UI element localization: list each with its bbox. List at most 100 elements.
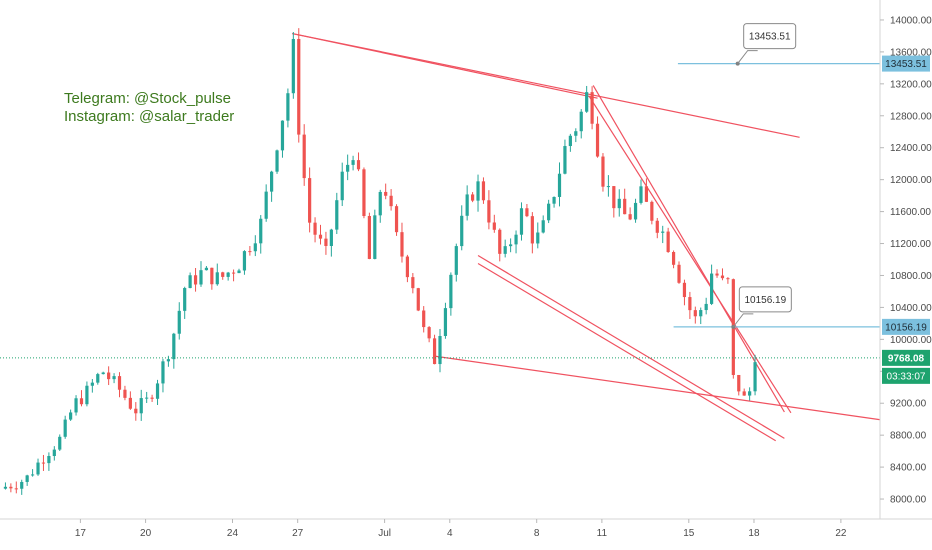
candle-body — [20, 481, 24, 489]
candle-body — [128, 397, 132, 409]
x-tick-label: 27 — [292, 528, 304, 539]
candle-body — [275, 150, 279, 172]
y-tick-label: 13200.00 — [890, 79, 932, 90]
candle-down — [210, 267, 214, 290]
candle-body — [481, 181, 486, 201]
candle-body — [79, 398, 84, 405]
candle-down — [384, 183, 388, 200]
candle-down — [324, 231, 328, 255]
candle-down — [525, 203, 529, 218]
candle-body — [183, 288, 187, 311]
candle-body — [438, 335, 442, 365]
candle-down — [644, 178, 649, 203]
candle-up — [346, 154, 350, 181]
candle-body — [335, 200, 339, 230]
candle-up — [536, 222, 540, 249]
candle-body — [14, 488, 18, 490]
candle-body — [25, 475, 29, 482]
x-tick-label: 18 — [748, 528, 760, 539]
candle-down — [394, 204, 399, 236]
candle-body — [715, 273, 719, 276]
candle-body — [172, 333, 176, 360]
candle-up — [96, 372, 100, 385]
candle-up — [264, 184, 268, 222]
candle-body — [737, 374, 741, 392]
candle-down — [682, 279, 687, 306]
candle-up — [509, 238, 513, 253]
x-tick-label: 4 — [447, 528, 453, 539]
candle-body — [498, 229, 502, 254]
candle-down — [405, 254, 410, 283]
candle-up — [443, 302, 448, 339]
candle-body — [90, 382, 94, 386]
x-tick-label: 17 — [75, 528, 87, 539]
candle-body — [324, 238, 328, 246]
candle-down — [737, 374, 741, 396]
candle-body — [356, 160, 361, 170]
candle-down — [150, 394, 154, 402]
candle-body — [30, 474, 35, 476]
candle-up — [3, 482, 8, 490]
candle-up — [574, 128, 578, 143]
candle-down — [79, 390, 84, 407]
candle-up — [204, 266, 209, 271]
candle-body — [585, 92, 589, 112]
candle-body — [682, 282, 687, 298]
level-price-tag-label: 10156.19 — [885, 322, 927, 333]
candle-body — [36, 462, 40, 475]
candle-down — [313, 217, 317, 243]
candle-body — [308, 178, 312, 223]
candle-body — [346, 164, 350, 172]
candle-body — [671, 252, 676, 265]
candle-body — [161, 361, 165, 384]
candle-down — [432, 334, 437, 365]
candle-down — [715, 269, 719, 278]
candle-body — [416, 288, 420, 311]
candle-body — [623, 198, 627, 215]
candle-body — [367, 216, 371, 259]
candle-down — [623, 188, 627, 215]
time-axis-ticks: 17 20 24 27 Jul 4 8 11 15 18 22 — [75, 519, 847, 539]
candle-body — [96, 374, 100, 383]
candle-up — [253, 235, 257, 257]
candle-body — [519, 208, 524, 235]
candle-down — [362, 167, 366, 219]
candle-body — [58, 436, 62, 450]
candle-up — [753, 354, 757, 396]
candle-body — [590, 92, 594, 124]
candle-body — [411, 277, 415, 289]
price-axis[interactable] — [880, 0, 932, 550]
candle-down — [671, 250, 676, 269]
candle-body — [568, 135, 572, 147]
candle-up — [58, 434, 62, 452]
candle-up — [270, 170, 274, 202]
candle-body — [693, 310, 697, 317]
candle-up — [557, 162, 562, 207]
candle-up — [340, 162, 344, 207]
candle-up — [215, 263, 219, 286]
candle-body — [69, 412, 73, 420]
candle-body — [259, 218, 263, 244]
candle-up — [259, 215, 263, 254]
candle-body — [145, 397, 149, 399]
trendline — [477, 254, 785, 439]
candle-down — [590, 86, 594, 130]
candle-body — [579, 111, 583, 132]
trendline — [592, 85, 785, 413]
candle-body — [117, 376, 122, 390]
candle-body — [726, 278, 730, 280]
candle-body — [405, 256, 410, 278]
y-tick-label: 11600.00 — [890, 207, 931, 218]
candle-body — [41, 462, 46, 464]
candle-up — [373, 209, 377, 260]
callout-box — [738, 286, 792, 313]
y-tick-label: 8000.00 — [890, 495, 927, 506]
candle-body — [661, 231, 665, 233]
candle-up — [476, 174, 480, 212]
candle-body — [574, 131, 578, 136]
candle-up — [74, 395, 78, 416]
candle-down — [318, 224, 323, 245]
candle-body — [476, 181, 480, 201]
